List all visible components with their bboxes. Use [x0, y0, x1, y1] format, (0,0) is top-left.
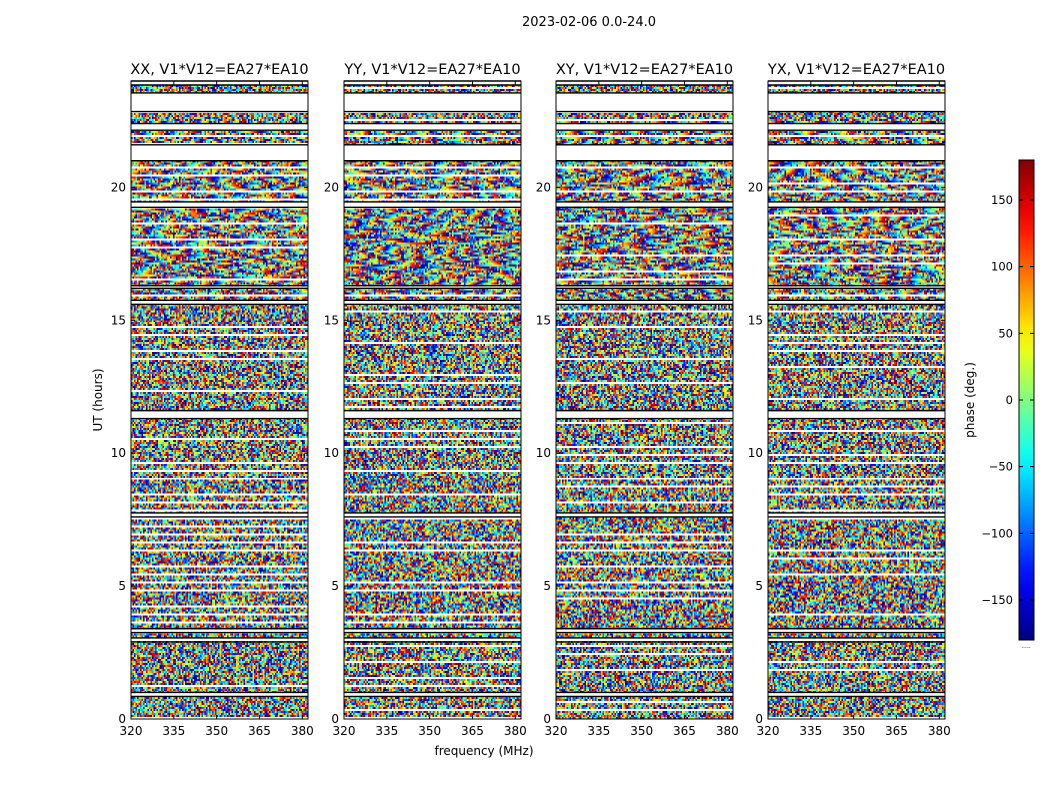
colorbar-tick-label: −100	[981, 526, 1013, 540]
heatmap-raster-xy	[556, 81, 733, 719]
heatmap-raster-xx	[131, 81, 308, 719]
x-tick-label: 350	[842, 724, 865, 738]
y-tick-label: 20	[111, 180, 126, 194]
x-axis-label: frequency (MHz)	[434, 744, 533, 758]
colorbar-label: phase (deg.)	[963, 362, 977, 438]
y-tick-label: 0	[543, 712, 551, 726]
y-tick-label: 15	[748, 313, 763, 327]
colorbar-tick-label: 150	[991, 193, 1013, 207]
x-tick-label: 380	[928, 724, 951, 738]
y-tick-label: 10	[748, 446, 763, 460]
x-tick-label: 335	[799, 724, 822, 738]
y-axis-label: UT (hours)	[91, 368, 105, 431]
y-tick-label: 0	[331, 712, 339, 726]
y-tick-label: 5	[118, 579, 126, 593]
y-tick-label: 20	[324, 180, 339, 194]
panel-frame	[555, 80, 734, 720]
x-tick-label: 365	[673, 724, 696, 738]
x-tick-label: 320	[120, 724, 143, 738]
x-tick-label: 350	[630, 724, 653, 738]
panels-group: XX, V1*V12=EA27*EA10 320 335 350 365 380 0 5 10 1…	[111, 62, 951, 738]
colorbar-tick-label: 0	[1006, 393, 1013, 407]
y-tick-label: 0	[755, 712, 763, 726]
panel-xx: XX, V1*V12=EA27*EA10 320 335 350 365 380 0 5 10 1…	[111, 62, 314, 738]
colorbar: 150 100 50 0 −50 −100 −150	[981, 159, 1035, 641]
x-tick-label: 380	[504, 724, 527, 738]
colorbar-footer: .....	[1021, 643, 1031, 650]
panel-title: YX, V1*V12=EA27*EA10	[767, 62, 945, 78]
x-tick-label: 320	[757, 724, 780, 738]
x-tick-label: 320	[545, 724, 568, 738]
y-tick-label: 20	[748, 180, 763, 194]
x-tick-label: 335	[375, 724, 398, 738]
heatmap-raster-yx	[768, 81, 945, 719]
x-tick-label: 380	[716, 724, 739, 738]
panel-yx: YX, V1*V12=EA27*EA10 320 335 350 365 380 0 5 10 1…	[748, 62, 951, 738]
y-tick-label: 15	[536, 313, 551, 327]
x-tick-label: 365	[885, 724, 908, 738]
x-tick-label: 350	[205, 724, 228, 738]
y-tick-label: 20	[536, 180, 551, 194]
x-tick-label: 335	[587, 724, 610, 738]
panel-title: XX, V1*V12=EA27*EA10	[130, 62, 308, 78]
y-tick-label: 10	[324, 446, 339, 460]
panel-frame	[130, 80, 309, 720]
x-tick-label: 365	[248, 724, 271, 738]
figure-suptitle: 2023-02-06 0.0-24.0	[522, 15, 656, 30]
panel-title: XY, V1*V12=EA27*EA10	[556, 62, 733, 78]
colorbar-tick-label: 50	[998, 326, 1013, 340]
x-tick-label: 350	[418, 724, 441, 738]
y-tick-label: 0	[118, 712, 126, 726]
y-tick-label: 5	[755, 579, 763, 593]
y-tick-label: 15	[111, 313, 126, 327]
colorbar-tick-label: −150	[981, 593, 1013, 607]
panel-xy: XY, V1*V12=EA27*EA10 320 335 350 365 380 0 5 10 1…	[536, 62, 739, 738]
y-tick-label: 10	[536, 446, 551, 460]
panel-title: YY, V1*V12=EA27*EA10	[343, 62, 520, 78]
y-tick-label: 5	[543, 579, 551, 593]
x-tick-label: 365	[461, 724, 484, 738]
x-tick-label: 380	[291, 724, 314, 738]
y-tick-label: 10	[111, 446, 126, 460]
colorbar-tick-label: 100	[991, 260, 1013, 274]
panel-yy: YY, V1*V12=EA27*EA10 320 335 350 365 380 0 5 10 1…	[324, 62, 527, 738]
heatmap-raster-yy	[344, 81, 521, 719]
panel-frame	[343, 80, 522, 720]
panel-frame	[767, 80, 946, 720]
x-tick-label: 320	[333, 724, 356, 738]
x-tick-label: 335	[162, 724, 185, 738]
y-tick-label: 5	[331, 579, 339, 593]
colorbar-tick-label: −50	[989, 460, 1013, 474]
y-tick-label: 15	[324, 313, 339, 327]
